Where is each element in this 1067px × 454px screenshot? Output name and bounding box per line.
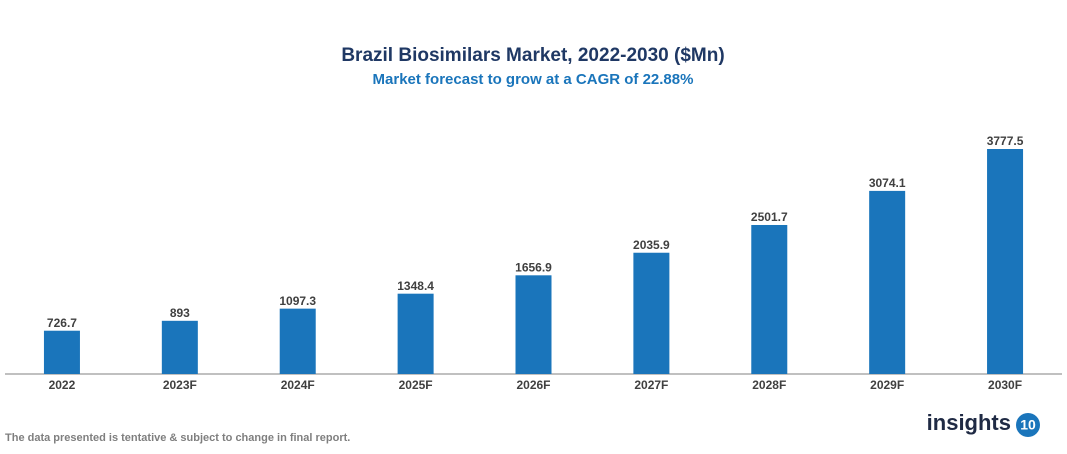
bar	[987, 149, 1024, 374]
bar	[161, 320, 198, 374]
bar	[633, 252, 670, 374]
x-tick-label: 2030F	[988, 378, 1022, 392]
data-label: 2501.7	[751, 210, 788, 224]
data-label: 1348.4	[397, 279, 434, 293]
chart-subtitle: Market forecast to grow at a CAGR of 22.…	[373, 71, 694, 88]
data-label: 3777.5	[987, 134, 1024, 148]
x-tick-label: 2027F	[634, 378, 668, 392]
bar	[397, 293, 434, 374]
data-label: 893	[170, 306, 190, 320]
data-label: 1656.9	[515, 260, 552, 274]
data-label: 2035.9	[633, 238, 670, 252]
x-tick-label: 2022	[49, 378, 76, 392]
x-tick-label: 2026F	[516, 378, 550, 392]
x-tick-label: 2024F	[281, 378, 315, 392]
logo-badge-circle	[1016, 413, 1040, 437]
x-tick-label: 2028F	[752, 378, 786, 392]
data-label: 726.7	[47, 316, 77, 330]
x-tick-label: 2023F	[163, 378, 197, 392]
bar	[869, 190, 906, 374]
x-tick-label: 2025F	[399, 378, 433, 392]
data-label: 3074.1	[869, 176, 906, 190]
x-tick-label: 2029F	[870, 378, 904, 392]
bar	[43, 330, 80, 374]
footer-note: The data presented is tentative & subjec…	[5, 432, 350, 444]
bar	[279, 308, 316, 374]
chart-title: Brazil Biosimilars Market, 2022-2030 ($M…	[341, 45, 724, 66]
data-label: 1097.3	[279, 294, 316, 308]
logo-text: insights	[927, 410, 1011, 435]
bar	[515, 275, 552, 374]
logo-badge: 10	[1020, 417, 1036, 433]
bar	[751, 224, 788, 374]
